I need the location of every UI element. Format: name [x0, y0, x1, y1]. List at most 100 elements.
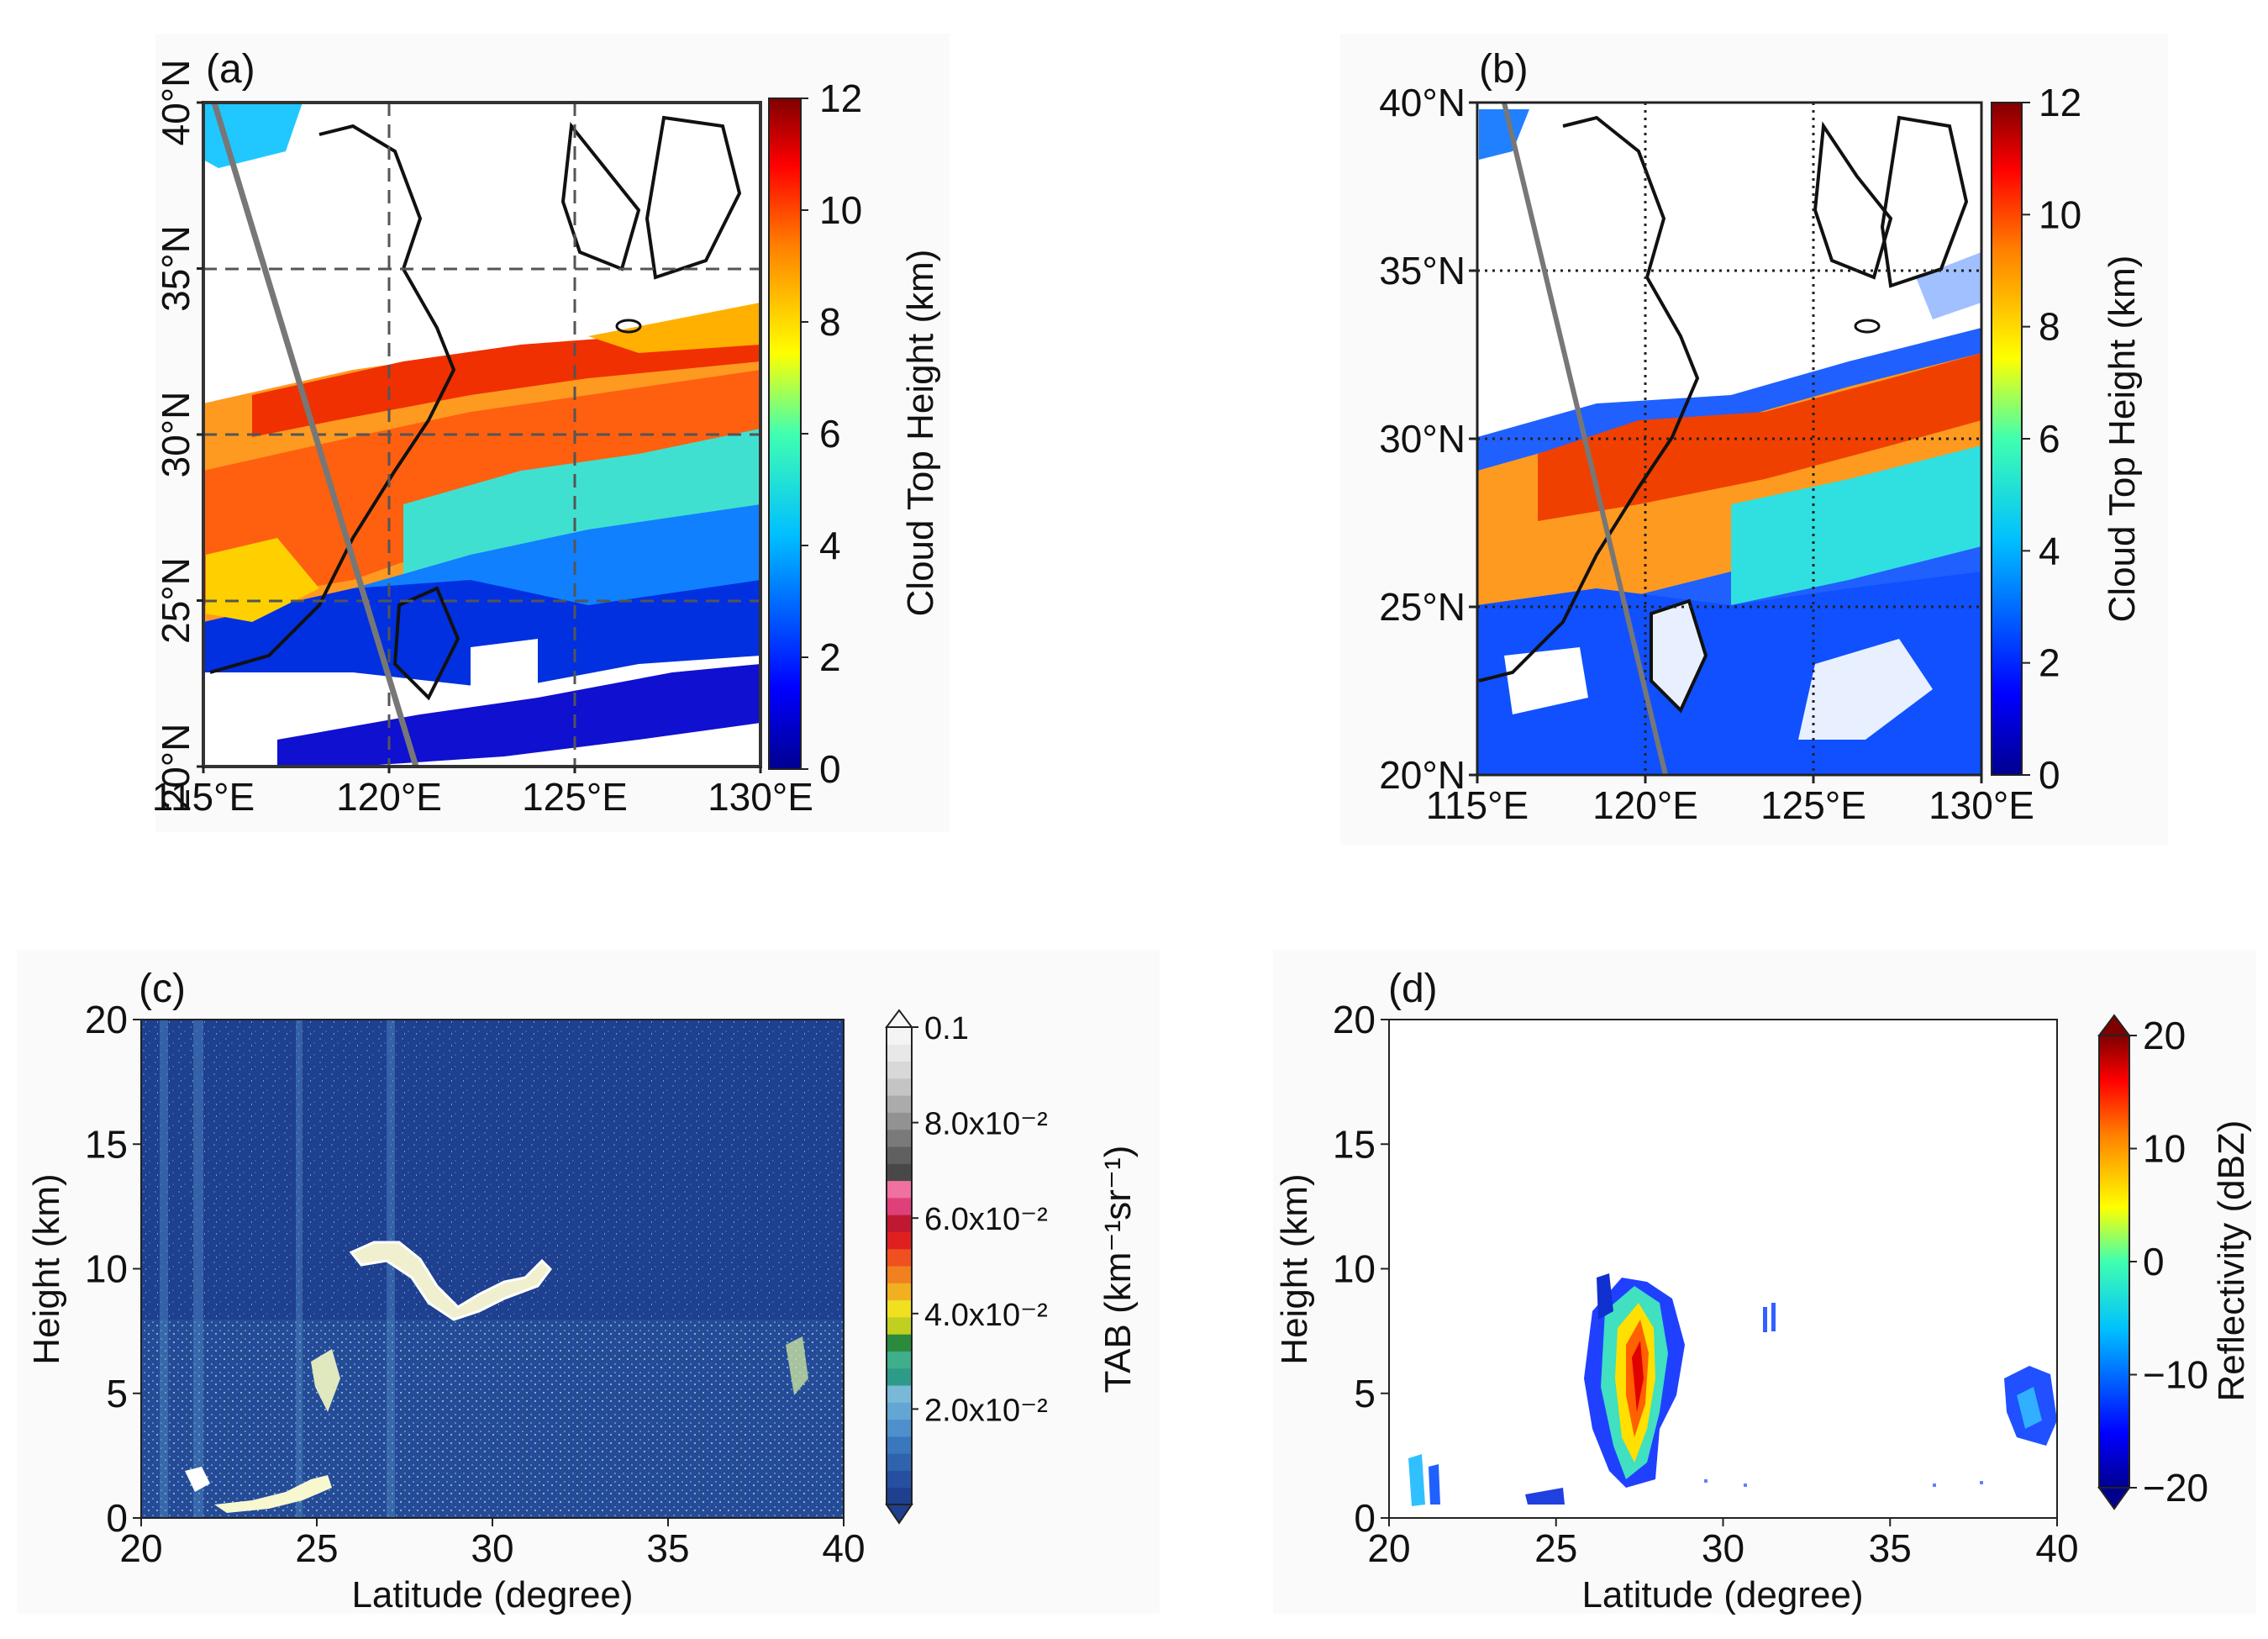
panel-c-colorbar-segment [887, 1231, 912, 1250]
panel-a: (a) [152, 34, 950, 832]
panel-a-y-tick-label: 25°N [154, 557, 197, 644]
panel-c-colorbar-segment [887, 1487, 912, 1505]
panel-a-map [203, 103, 760, 767]
panel-b-y-tick-label: 30°N [1379, 417, 1466, 461]
panel-c-x-tick-label: 40 [822, 1526, 865, 1570]
panel-c-colorbar-segment [887, 1436, 912, 1454]
panel-d-y-tick-label: 15 [1333, 1122, 1376, 1166]
panel-c-colorbar-tick-label: 8.0x10⁻² [924, 1107, 1048, 1142]
panel-d-colorbar-label: Reflectivity (dBZ) [2211, 1120, 2252, 1402]
panel-d-colorbar-tick-label: 0 [2143, 1240, 2165, 1283]
panel-b-colorbar-tick-label: 0 [2039, 753, 2060, 797]
panel-c-colorbar-segment [887, 1334, 912, 1352]
panel-a-colorbar-tick-label: 10 [819, 188, 862, 232]
panel-c-colorbar-segment [887, 1095, 912, 1113]
panel-d-xlabel: Latitude (degree) [1581, 1574, 1863, 1615]
panel-d-ylabel: Height (km) [1274, 1173, 1315, 1364]
panel-b: (b) [1340, 34, 2168, 845]
panel-c-x-tick-label: 20 [119, 1526, 162, 1570]
panel-d-x-tick-label: 40 [2035, 1526, 2078, 1570]
panel-a-x-tick-label: 130°E [708, 775, 813, 819]
panel-c-colorbar-segment [887, 1197, 912, 1215]
panel-a-colorbar-tick-label: 6 [819, 412, 841, 456]
panel-b-x-tick-label: 115°E [1426, 783, 1529, 827]
panel-c-colorbar-segment [887, 1078, 912, 1096]
panel-c-colorbar-tick-label: 6.0x10⁻² [924, 1202, 1048, 1237]
panel-d-plot [1389, 1020, 2057, 1518]
panel-c-xlabel: Latitude (degree) [351, 1574, 633, 1615]
panel-c-colorbar-segment [887, 1129, 912, 1147]
panel-b-label: (b) [1479, 47, 1529, 92]
panel-b-y-ticks: 20°N 25°N 30°N 35°N 40°N [1379, 81, 1477, 797]
panel-d-colorbar-tick-label: 20 [2143, 1014, 2186, 1057]
panel-a-x-tick-label: 115°E [152, 775, 255, 819]
panel-b-colorbar-ticks: 0 2 4 6 8 10 12 [2022, 81, 2081, 797]
panel-b-y-tick-label: 40°N [1379, 81, 1466, 124]
panel-c-colorbar-segment [887, 1351, 912, 1369]
panel-d-colorbar-tick-label: −20 [2143, 1466, 2208, 1510]
panel-b-colorbar-tick-label: 6 [2039, 417, 2060, 461]
panel-c-x-tick-label: 25 [295, 1526, 338, 1570]
panel-d-y-tick-label: 0 [1354, 1496, 1376, 1540]
panel-b-colorbar-tick-label: 12 [2039, 81, 2081, 124]
panel-d-y-tick-label: 10 [1333, 1247, 1376, 1291]
panel-c-colorbar-tick-label: 4.0x10⁻² [924, 1298, 1048, 1333]
panel-c-colorbar-segment [887, 1027, 912, 1045]
panel-d-colorbar-min-arrow [2097, 1487, 2131, 1510]
panel-b-track [1502, 103, 1668, 775]
panel-a-colorbar-tick-label: 12 [819, 76, 862, 120]
panel-a-y-tick-label: 40°N [154, 60, 197, 146]
panel-c-x-tick-label: 35 [646, 1526, 689, 1570]
panel-a-y-tick-label: 30°N [154, 392, 197, 478]
panel-a-colorbar-ticks: 0 2 4 6 8 10 12 [801, 76, 862, 791]
panel-b-y-tick-label: 20°N [1379, 753, 1466, 797]
panel-c-colorbar-segment [887, 1402, 912, 1420]
panel-d-colorbar-max-arrow [2097, 1014, 2131, 1036]
panel-b-y-tick-label: 35°N [1379, 249, 1466, 292]
panel-b-colorbar-label: Cloud Top Height (km) [2102, 256, 2143, 623]
panel-c-colorbar-segment [887, 1146, 912, 1164]
panel-d-label: (d) [1388, 967, 1438, 1011]
panel-d-x-ticks: 20 25 30 35 40 [1367, 1518, 2079, 1570]
panel-a-label: (a) [206, 47, 255, 92]
panel-b-x-tick-label: 125°E [1760, 783, 1866, 827]
panel-a-colorbar-tick-label: 8 [819, 300, 841, 344]
panel-c-colorbar-segment [887, 1180, 912, 1199]
panel-b-colorbar-tick-label: 2 [2039, 641, 2060, 685]
panel-c-y-ticks: 0 5 10 15 20 [85, 998, 141, 1540]
panel-d-colorbar-ticks: −20 −10 0 10 20 [2129, 1014, 2208, 1510]
panel-d-x-tick-label: 35 [1869, 1526, 1912, 1570]
panel-c-colorbar-ticks: 2.0x10⁻² 4.0x10⁻² 6.0x10⁻² 8.0x10⁻² 0.1 [912, 1011, 1048, 1428]
panel-b-y-tick-label: 25°N [1379, 585, 1466, 629]
panel-c-colorbar-segment [887, 1044, 912, 1062]
panel-b-x-tick-label: 130°E [1929, 783, 2034, 827]
panel-a-colorbar-tick-label: 2 [819, 635, 841, 679]
panel-d-y-tick-label: 5 [1354, 1372, 1376, 1415]
panel-c: (c) 20 25 30 35 40 0 5 10 15 20 Latitude (degree… [17, 950, 1160, 1615]
panel-c-x-ticks: 20 25 30 35 40 [119, 1518, 866, 1570]
panel-c-colorbar-segment [887, 1248, 912, 1267]
panel-d-colorbar [2098, 1035, 2130, 1489]
panel-c-y-tick-label: 20 [85, 998, 128, 1041]
panel-c-colorbar-segment [887, 1266, 912, 1283]
panel-c-colorbar-segment [887, 1453, 912, 1471]
panel-c-colorbar-frame [886, 1026, 913, 1505]
panel-b-x-tick-label: 120°E [1592, 783, 1698, 827]
panel-d-x-tick-label: 30 [1702, 1526, 1744, 1570]
panel-a-colorbar [768, 97, 802, 770]
panel-d-colorbar-tick-label: 10 [2143, 1127, 2186, 1171]
panel-c-colorbar-segment [887, 1316, 912, 1335]
panel-a-y-tick-label: 35°N [154, 225, 197, 312]
panel-a-x-ticks: 115°E 120°E 125°E 130°E [152, 767, 813, 819]
panel-d-y-ticks: 0 5 10 15 20 [1333, 998, 1389, 1540]
panel-c-colorbar-segment [887, 1385, 912, 1403]
panel-c-colorbar-segment [887, 1061, 912, 1079]
panel-b-colorbar-tick-label: 10 [2039, 192, 2081, 236]
panel-c-colorbar-segment [887, 1299, 912, 1318]
panel-d-colorbar-tick-label: −10 [2143, 1353, 2208, 1397]
panel-c-colorbar-segment [887, 1368, 912, 1386]
panel-c-colorbar-tick-label: 2.0x10⁻² [924, 1393, 1048, 1428]
panel-a-y-ticks: 20°N 25°N 30°N 35°N 40°N [154, 60, 203, 809]
panel-c-plot [141, 1020, 844, 1518]
